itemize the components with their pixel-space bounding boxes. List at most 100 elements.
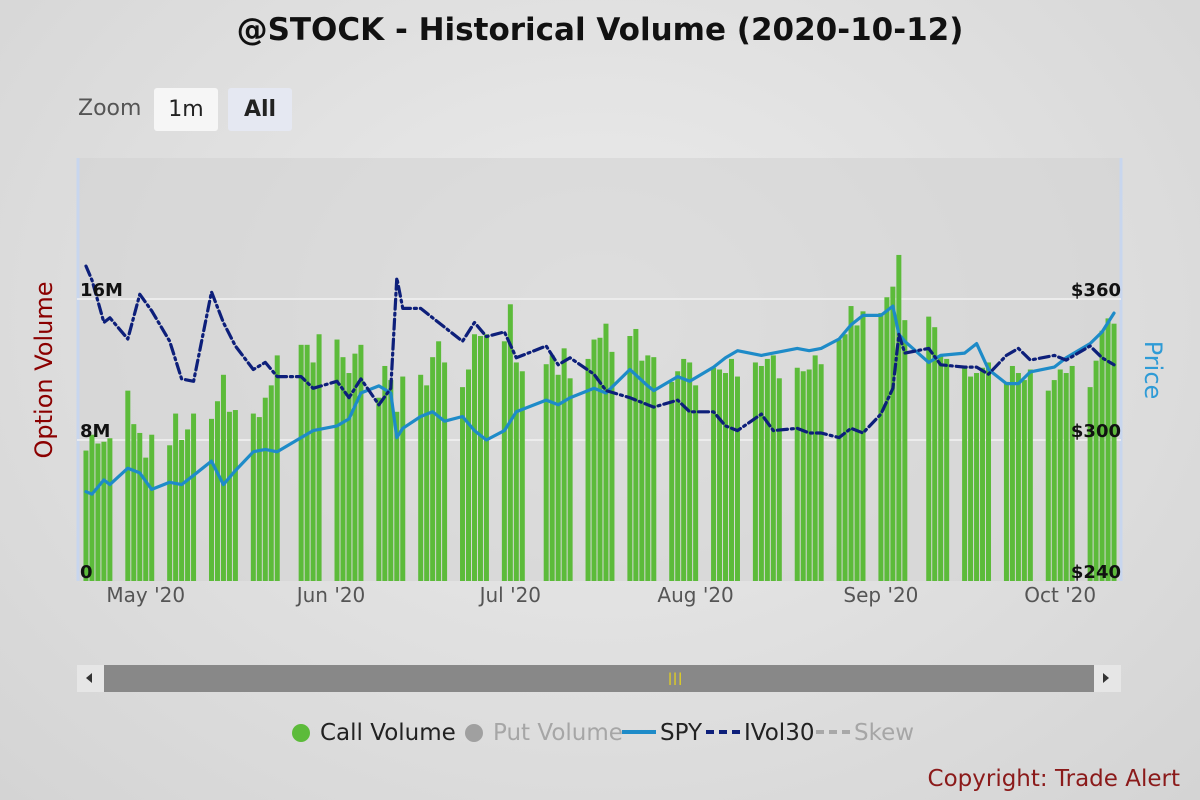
chevron-left-icon [86,673,92,683]
call-volume-bar [256,417,262,581]
legend-ivol30[interactable]: IVol30 [706,716,814,750]
zoom-1m-button[interactable]: 1m [154,88,218,131]
call-volume-bar [185,429,191,581]
left-tick-label: 16M [80,280,123,301]
call-volume-bar [250,413,256,581]
navigator-left-button[interactable] [77,665,104,692]
legend-spy[interactable]: SPY [622,716,702,750]
call-volume-bar [890,286,896,581]
call-volume-bar [812,355,818,581]
call-volume-bar [107,438,113,581]
call-volume-bar [926,316,932,581]
call-volume-bar [549,355,555,581]
chart-title: @STOCK - Historical Volume (2020-10-12) [236,12,964,48]
call-volume-bar [800,371,806,581]
x-tick-label: Aug '20 [657,583,733,607]
call-volume-bar [932,327,938,581]
volume-chart[interactable]: 0 8M 16M $240 $300 $360 May '20 Jun '20 Jul '20 A… [0,0,1200,660]
right-tick-label: $240 [1071,562,1121,583]
call-volume-bar [842,334,848,581]
call-volume-bar [316,334,322,581]
call-volume-bar [352,353,358,581]
call-volume-bar [896,254,902,581]
chevron-right-icon [1103,673,1109,683]
call-volume-bar [262,397,268,581]
call-volume-bar [1099,330,1105,581]
call-volume-bar [902,320,908,581]
call-volume-bar [734,376,740,581]
right-axis-title: Price [1139,340,1167,400]
navigator-right-button[interactable] [1094,665,1121,692]
call-volume-bar [627,336,633,581]
call-volume-bar [1003,381,1009,581]
call-volume-bar [603,323,609,581]
legend-call-volume[interactable]: Call Volume [292,716,456,750]
call-volume-bar [220,374,226,581]
call-volume-bar [460,387,466,581]
call-volume-bar [585,358,591,581]
legend-dot-icon [292,724,310,742]
call-volume-bar [1015,373,1021,581]
call-volume-bar [1093,360,1099,581]
x-tick-label: Jul '20 [478,583,541,607]
call-volume-bar [483,334,489,581]
call-volume-bar [304,344,310,581]
call-volume-bar [274,355,280,581]
call-volume-bar [477,336,483,581]
call-volume-bar [418,374,424,581]
left-tick-label: 0 [80,562,93,583]
call-volume-bar [226,411,232,581]
call-volume-bar [167,445,173,581]
call-volume-bar [543,364,549,581]
call-volume-bar [400,376,406,581]
ivol30-line [84,264,1116,440]
zoom-all-button[interactable]: All [228,88,292,131]
legend-dash-icon [816,730,850,734]
range-navigator[interactable]: ||| [77,665,1121,692]
call-volume-bar [645,355,651,581]
call-volume-bar [717,369,723,581]
call-volume-bar [214,401,220,581]
legend-line-icon [622,730,656,734]
call-volume-bar [1111,323,1117,581]
call-volume-bar [340,357,346,581]
call-volume-bar [1051,380,1057,581]
call-volume-bar [752,362,758,581]
call-volume-bar [346,373,352,581]
call-volume-bar [974,373,980,581]
axis-labels: 0 8M 16M $240 $300 $360 May '20 Jun '20 Jul '20 A… [80,280,1121,607]
call-volume-bar [310,362,316,581]
call-volume-bar [854,325,860,581]
call-volume-bar [1069,365,1075,581]
legend-put-volume[interactable]: Put Volume [465,716,623,750]
call-volume-bar [728,358,734,581]
call-volume-bar [466,369,472,581]
legend-dot-icon [465,724,483,742]
right-tick-label: $300 [1071,421,1121,442]
spy-line [84,304,1116,496]
call-volume-bar [693,385,699,581]
left-tick-label: 8M [80,421,110,442]
legend-skew[interactable]: Skew [816,716,914,750]
call-volume-bar [860,311,866,581]
call-volume-bar [681,358,687,581]
left-axis-title: Option Volume [30,281,58,459]
navigator-grip-icon[interactable]: ||| [668,671,684,685]
call-volume-bar [669,381,675,581]
call-volume-bar [143,457,149,581]
call-volume-bar [173,413,179,581]
legend-label: Put Volume [493,720,623,746]
call-volume-bar [430,357,436,581]
call-volume-bar [758,365,764,581]
copyright-text: Copyright: Trade Alert [927,766,1180,792]
call-volume-bar [597,337,603,581]
x-tick-label: Jun '20 [295,583,366,607]
x-tick-label: May '20 [106,583,185,607]
call-volume-bar [1045,390,1051,581]
call-volume-bar [639,360,645,581]
x-tick-label: Oct '20 [1024,583,1096,607]
call-volume-bar [806,369,812,581]
legend-label: Call Volume [320,720,456,746]
call-volume-bar [986,362,992,581]
call-volume-bar [980,367,986,581]
